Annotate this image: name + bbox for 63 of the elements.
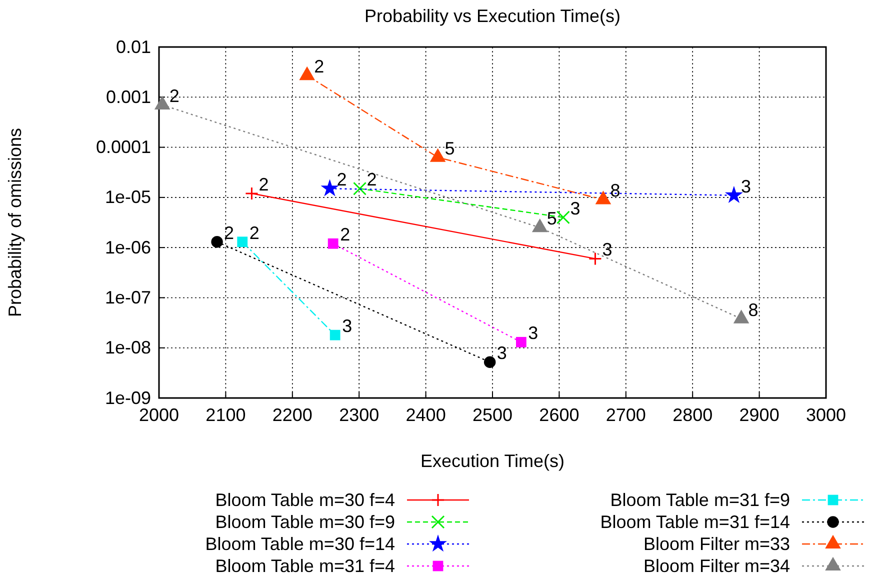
- chart-title: Probability vs Execution Time(s): [364, 6, 621, 26]
- point: [299, 66, 315, 80]
- x-tick-label: 3000: [806, 404, 846, 425]
- y-axis-title: Probability of omissions: [5, 128, 25, 318]
- y-tick-label: 0.0001: [96, 137, 151, 158]
- x-tick-label: 2200: [272, 404, 312, 425]
- point: [330, 330, 340, 340]
- y-tick-label: 1e-08: [104, 338, 151, 358]
- legend-label: Bloom Filter m=33: [643, 534, 790, 554]
- point: [211, 236, 223, 248]
- annotation: 5: [546, 208, 557, 229]
- x-tick-label: 2900: [739, 404, 780, 425]
- point: [430, 148, 446, 162]
- point: [588, 252, 602, 266]
- point: [484, 356, 496, 368]
- point: [516, 336, 526, 348]
- annotation: 3: [528, 323, 538, 344]
- annotation: 5: [444, 138, 455, 158]
- annotation: 2: [258, 174, 269, 194]
- y-tick-label: 1e-05: [104, 187, 151, 208]
- legend-label: Bloom Table m=31 f=9: [610, 490, 790, 510]
- annotation: 3: [602, 240, 612, 260]
- x-tick-label: 2600: [539, 404, 580, 425]
- annotation: 2: [224, 222, 234, 243]
- point: [320, 179, 339, 196]
- x-tick-label: 2500: [472, 404, 513, 425]
- point: [237, 236, 248, 248]
- point: [154, 96, 170, 110]
- x-tick-label: 2400: [406, 404, 446, 425]
- annotation: 3: [570, 198, 580, 218]
- annotation: 8: [748, 300, 758, 320]
- legend-label: Bloom Filter m=34: [643, 556, 790, 576]
- annotation: 2: [169, 86, 180, 106]
- point: [532, 218, 548, 232]
- y-tick-label: 1e-06: [104, 237, 151, 258]
- annotation: 3: [342, 316, 352, 336]
- point: [328, 238, 338, 249]
- x-tick-label: 2300: [339, 404, 380, 425]
- annotation: 2: [249, 222, 260, 243]
- annotation: 8: [610, 180, 620, 201]
- point: [595, 190, 612, 204]
- y-tick-label: 1e-07: [104, 287, 151, 308]
- legend-label: Bloom Table m=30 f=4: [215, 490, 395, 510]
- x-tick-label: 2700: [606, 404, 646, 425]
- annotation: 2: [340, 224, 350, 245]
- annotation: 2: [366, 170, 377, 190]
- point: [244, 186, 258, 200]
- x-tick-label: 2100: [206, 404, 246, 425]
- legend-label: Bloom Table m=31 f=4: [215, 556, 395, 576]
- point: [724, 186, 743, 204]
- annotation: 3: [496, 343, 507, 364]
- legend-label: Bloom Table m=30 f=9: [215, 512, 395, 532]
- annotation: 2: [336, 170, 347, 190]
- x-tick-label: 2800: [672, 404, 713, 425]
- y-tick-label: 0.001: [106, 86, 151, 107]
- point: [353, 182, 367, 196]
- legend-label: Bloom Table m=31 f=14: [600, 512, 790, 532]
- point: [556, 210, 570, 224]
- legend-label: Bloom Table m=30 f=14: [205, 534, 395, 554]
- y-tick-label: 0.01: [116, 36, 151, 57]
- annotation: 3: [740, 176, 751, 196]
- annotation: 2: [314, 56, 324, 77]
- x-axis-title: Execution Time(s): [420, 451, 565, 471]
